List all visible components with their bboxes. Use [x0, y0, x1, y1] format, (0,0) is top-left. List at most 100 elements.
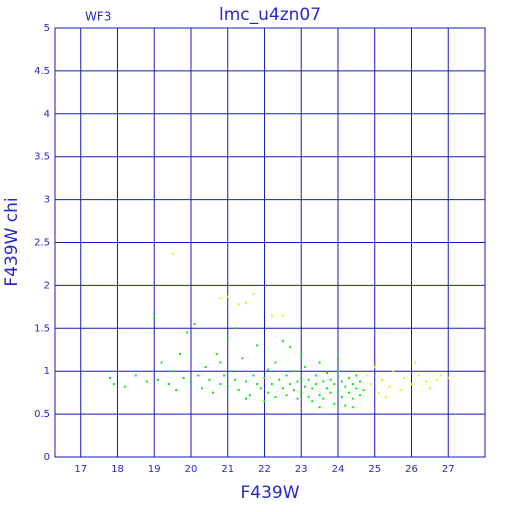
- data-point: [329, 378, 332, 381]
- data-point: [289, 383, 292, 386]
- y-tick-label: 0.5: [34, 409, 50, 420]
- data-point: [388, 385, 391, 388]
- data-point: [344, 385, 347, 388]
- data-point: [300, 377, 303, 380]
- data-point: [267, 368, 270, 371]
- data-point: [439, 374, 442, 377]
- data-point: [226, 337, 229, 340]
- data-point: [289, 346, 292, 349]
- data-point: [336, 370, 339, 373]
- data-point: [219, 361, 222, 364]
- data-point: [300, 391, 303, 394]
- data-point: [292, 370, 295, 373]
- data-point: [428, 387, 431, 390]
- y-tick-label: 4.5: [34, 66, 50, 77]
- x-tick-label: 21: [221, 464, 234, 475]
- x-tick-label: 26: [405, 464, 418, 475]
- data-point: [153, 317, 156, 320]
- data-point: [351, 406, 354, 409]
- y-tick-label: 3.5: [34, 152, 50, 163]
- data-point: [359, 380, 362, 383]
- data-point: [303, 365, 306, 368]
- x-tick-label: 22: [258, 464, 271, 475]
- data-point: [270, 314, 273, 317]
- data-point: [348, 391, 351, 394]
- x-tick-label: 20: [185, 464, 198, 475]
- data-point: [256, 344, 259, 347]
- data-point: [355, 374, 358, 377]
- data-point: [219, 383, 222, 386]
- data-point: [318, 406, 321, 409]
- data-point: [171, 252, 174, 255]
- chart-title: lmc_u4zn07: [219, 5, 321, 25]
- data-point: [189, 380, 192, 383]
- data-point: [303, 385, 306, 388]
- data-point: [417, 374, 420, 377]
- y-tick-label: 3: [44, 195, 50, 206]
- data-point: [333, 383, 336, 386]
- data-point: [212, 391, 215, 394]
- data-point: [178, 353, 181, 356]
- x-tick-label: 25: [368, 464, 381, 475]
- data-point: [296, 380, 299, 383]
- y-axis-label: F439W chi: [2, 197, 22, 286]
- data-point: [252, 374, 255, 377]
- data-point: [267, 391, 270, 394]
- data-point: [156, 378, 159, 381]
- data-point: [171, 370, 174, 373]
- data-point: [344, 404, 347, 407]
- data-point: [447, 377, 450, 380]
- data-point: [234, 378, 237, 381]
- data-point: [263, 400, 266, 403]
- y-tick-label: 2: [44, 280, 50, 291]
- data-point: [300, 353, 303, 356]
- data-point: [226, 295, 229, 298]
- data-point: [252, 292, 255, 295]
- data-point: [377, 391, 380, 394]
- y-tick-label: 5: [44, 23, 50, 34]
- data-point: [270, 383, 273, 386]
- data-point: [373, 365, 376, 368]
- data-point: [333, 402, 336, 405]
- data-point: [193, 323, 196, 326]
- data-point: [311, 400, 314, 403]
- data-point: [351, 383, 354, 386]
- data-point: [414, 361, 417, 364]
- data-point: [359, 394, 362, 397]
- data-point: [237, 389, 240, 392]
- data-point: [322, 397, 325, 400]
- data-point: [274, 361, 277, 364]
- data-point: [292, 389, 295, 392]
- y-tick-label: 4: [44, 109, 50, 120]
- data-point: [410, 383, 413, 386]
- data-point: [314, 383, 317, 386]
- data-point: [234, 327, 237, 330]
- data-point: [322, 380, 325, 383]
- data-point: [259, 387, 262, 390]
- data-point: [245, 301, 248, 304]
- data-point: [355, 387, 358, 390]
- data-point: [112, 383, 115, 386]
- x-tick-label: 19: [148, 464, 161, 475]
- data-point: [340, 395, 343, 398]
- data-point: [201, 387, 204, 390]
- data-point: [245, 397, 248, 400]
- data-point: [340, 380, 343, 383]
- data-point: [281, 340, 284, 343]
- data-point: [223, 374, 226, 377]
- data-point: [285, 394, 288, 397]
- x-tick-label: 18: [111, 464, 124, 475]
- data-point: [226, 385, 229, 388]
- x-tick-label: 24: [332, 464, 345, 475]
- data-point: [336, 389, 339, 392]
- data-point: [197, 374, 200, 377]
- data-point: [325, 371, 328, 374]
- data-point: [336, 357, 339, 360]
- data-point: [215, 353, 218, 356]
- data-point: [245, 380, 248, 383]
- data-point: [296, 397, 299, 400]
- data-point: [307, 395, 310, 398]
- data-point: [281, 314, 284, 317]
- data-point: [256, 383, 259, 386]
